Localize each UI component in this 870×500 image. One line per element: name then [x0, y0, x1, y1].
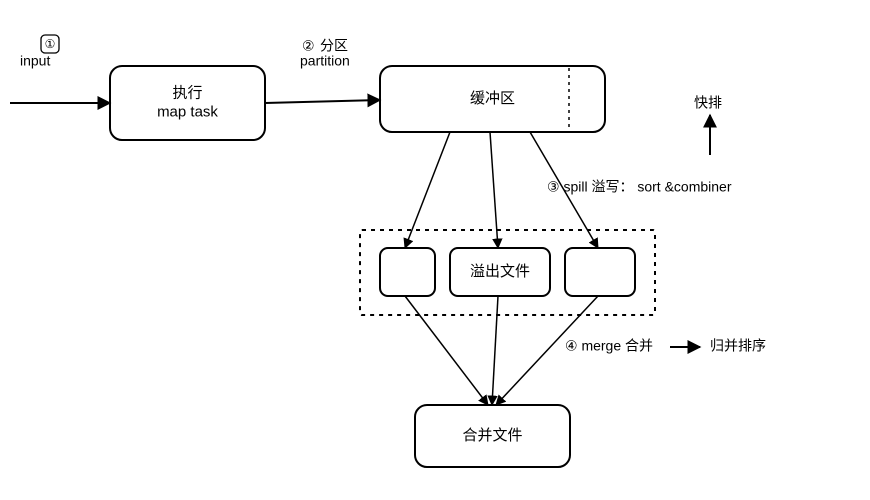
label-step2_num: ②: [302, 38, 315, 54]
edge-1: [265, 100, 380, 103]
label-step2_en: partition: [300, 53, 350, 69]
node-buffer-label-0: 缓冲区: [470, 90, 515, 107]
node-map_task-label-0: 执行: [172, 84, 202, 101]
label-step4: ④ merge 合并: [565, 338, 653, 354]
label-merge_sort: 归并排序: [710, 338, 766, 354]
node-spill_b: 溢出文件: [450, 248, 550, 296]
node-map_task-label-1: map task: [157, 103, 218, 120]
node-spill_b-label-0: 溢出文件: [470, 263, 530, 280]
label-quick_sort: 快排: [694, 95, 722, 111]
node-map_task: 执行 map task: [110, 66, 265, 140]
label-step1_num: ①: [41, 35, 59, 53]
node-buffer: 缓冲区: [380, 66, 605, 132]
label-step1_text: input: [20, 53, 50, 69]
node-spill_c: [565, 248, 635, 296]
node-spill_a: [380, 248, 435, 296]
svg-text:①: ①: [45, 37, 56, 51]
node-merged: 合并文件: [415, 405, 570, 467]
label-step3: ③ spill 溢写： sort &combiner: [547, 179, 732, 195]
node-merged-label-0: 合并文件: [462, 427, 522, 444]
label-step2_cn: 分区: [320, 38, 348, 54]
flowchart-canvas: 执行 map task 缓冲区溢出文件合并文件 ① input ② 分区partition 快…: [0, 0, 870, 500]
